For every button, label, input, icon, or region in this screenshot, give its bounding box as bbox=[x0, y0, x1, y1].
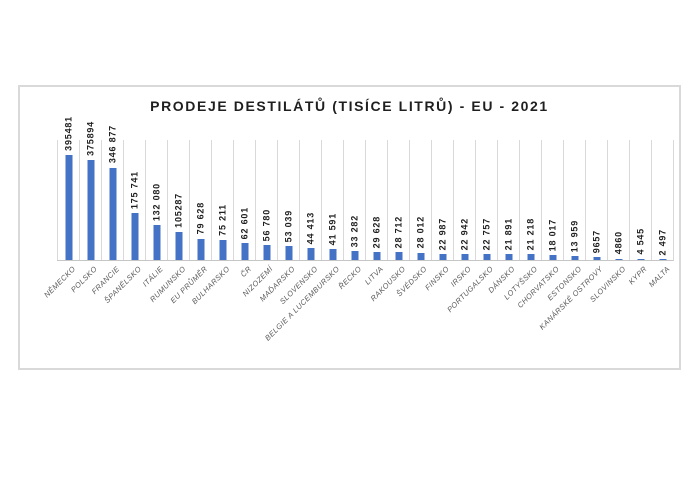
category-slot: 132 080 ITÁLIE bbox=[141, 140, 167, 289]
bar bbox=[263, 244, 270, 260]
bar-value-label: 375894 bbox=[85, 120, 95, 156]
category-slot: 33 282 ŘECKO bbox=[337, 140, 365, 291]
category-slot: 375894 POLSKO bbox=[69, 121, 101, 294]
chart-container: PRODEJE DESTILÁTŮ (TISÍCE LITRŮ) - EU - … bbox=[18, 85, 681, 370]
category-axis-label: KYPR bbox=[627, 264, 650, 287]
bar-value-label: 22 942 bbox=[459, 217, 469, 250]
bar bbox=[659, 259, 666, 260]
category-slot: 21 891 DÁNSKO bbox=[487, 140, 519, 295]
category-axis-label: MALTA bbox=[646, 264, 672, 289]
category-slot: 21 218 LOTYŠSKO bbox=[502, 140, 541, 302]
bar bbox=[395, 252, 402, 260]
bar bbox=[461, 253, 468, 260]
category-axis-label: FINSKO bbox=[423, 264, 452, 293]
category-axis-label: ŘECKO bbox=[336, 264, 364, 291]
bar bbox=[175, 231, 182, 260]
bar bbox=[131, 213, 138, 260]
bar-value-label: 44 413 bbox=[305, 211, 315, 245]
bar bbox=[241, 243, 248, 260]
bar bbox=[549, 255, 556, 260]
bar-value-label: 62 601 bbox=[239, 206, 249, 240]
category-slot: 2 497 MALTA bbox=[646, 140, 673, 289]
bar bbox=[637, 258, 644, 260]
category-slot: 29 628 LITVA bbox=[363, 140, 387, 287]
bar-value-label: 395481 bbox=[63, 115, 73, 151]
bar bbox=[307, 248, 314, 260]
bar-value-label: 53 039 bbox=[283, 209, 293, 242]
bar bbox=[417, 252, 424, 260]
category-slot: 346 877 FRANCIE bbox=[90, 125, 123, 296]
bar-value-label: 22 987 bbox=[437, 217, 447, 250]
bar-value-label: 132 080 bbox=[151, 182, 161, 221]
category-slot: 62 601 ČR bbox=[233, 140, 255, 279]
bar bbox=[109, 167, 116, 260]
bar-value-label: 79 628 bbox=[195, 202, 205, 235]
bar bbox=[593, 257, 600, 260]
category-slot: 13 959 ESTONSKO bbox=[545, 140, 585, 302]
bar-value-label: 75 211 bbox=[217, 204, 227, 236]
category-slot: 22 987 FINSKO bbox=[423, 140, 453, 292]
category-slot: 395481 NĚMECKO bbox=[42, 116, 79, 300]
bar bbox=[373, 252, 380, 260]
bar bbox=[153, 224, 160, 260]
bar bbox=[285, 245, 292, 260]
bar-value-label: 21 891 bbox=[503, 217, 513, 251]
category-slot: 4860 SLOVINSKO bbox=[588, 140, 629, 304]
category-slot: 4 545 KYPR bbox=[627, 140, 651, 286]
category-slot: 22 757 PORTUGALSKO bbox=[445, 140, 497, 314]
bar-value-label: 56 780 bbox=[261, 208, 271, 241]
category-slot: 105287 RUMUNSKO bbox=[148, 140, 189, 304]
bar-value-label: 2 497 bbox=[657, 228, 667, 256]
bar-value-label: 33 282 bbox=[349, 214, 359, 248]
category-slot: 22 942 IRSKO bbox=[449, 140, 475, 289]
bar bbox=[439, 253, 446, 260]
chart-title: PRODEJE DESTILÁTŮ (TISÍCE LITRŮ) - EU - … bbox=[150, 98, 549, 114]
category-slot: 18 017 CHORVATSKO bbox=[516, 140, 563, 310]
plot-area: 395481 NĚMECKO 375894 POLSKO 346 877 FRANCIE 1… bbox=[42, 116, 674, 343]
bar-value-label: 9657 bbox=[591, 230, 601, 254]
category-slot: 28 712 RAKOUSKO bbox=[368, 140, 409, 303]
bar-value-label: 28 712 bbox=[393, 215, 403, 249]
bar-value-label: 18 017 bbox=[547, 218, 557, 252]
bar-value-label: 13 959 bbox=[569, 219, 579, 253]
bar-value-label: 105287 bbox=[173, 193, 183, 228]
bar-value-label: 346 877 bbox=[107, 125, 117, 164]
bar-value-label: 4 545 bbox=[635, 228, 645, 255]
bar-value-label: 29 628 bbox=[371, 215, 381, 249]
bar bbox=[219, 239, 226, 260]
bar-value-label: 22 757 bbox=[481, 217, 491, 250]
bar-value-label: 41 591 bbox=[327, 212, 337, 245]
category-slot: 41 591 BELGIE A LUCEMBURSKO bbox=[263, 140, 343, 343]
bar-value-label: 4860 bbox=[613, 231, 623, 255]
category-slot: 53 039 MAĎARSKO bbox=[258, 140, 299, 303]
bar-value-label: 175 741 bbox=[129, 170, 139, 210]
category-slot: 75 211 BULHARSKO bbox=[190, 140, 233, 306]
bar bbox=[571, 256, 578, 260]
category-slot: 56 780 NIZOZEMÍ bbox=[241, 140, 277, 298]
bar bbox=[65, 154, 72, 260]
bar bbox=[329, 248, 336, 260]
category-axis-label: NĚMECKO bbox=[41, 264, 78, 300]
bar bbox=[197, 238, 204, 260]
category-slot: 28 012 ŠVÉDSKO bbox=[395, 140, 431, 298]
bar-value-label: 28 012 bbox=[415, 216, 425, 249]
category-slot: 79 628 EU PRŮMĚR bbox=[168, 140, 211, 305]
category-slot: 44 413 SLOVENSKO bbox=[278, 140, 321, 306]
bar bbox=[505, 254, 512, 260]
bar bbox=[527, 254, 534, 260]
bar bbox=[351, 251, 358, 260]
bar bbox=[87, 159, 94, 260]
category-slot: 9657 KANÁRSKÉ OSTROVY bbox=[538, 140, 607, 331]
category-slot: 175 741 ŠPANĚLSKO bbox=[103, 140, 145, 305]
category-axis-label: ČR bbox=[238, 264, 254, 279]
bar bbox=[483, 253, 490, 260]
bar-value-label: 21 218 bbox=[525, 217, 535, 251]
bar bbox=[615, 258, 622, 260]
